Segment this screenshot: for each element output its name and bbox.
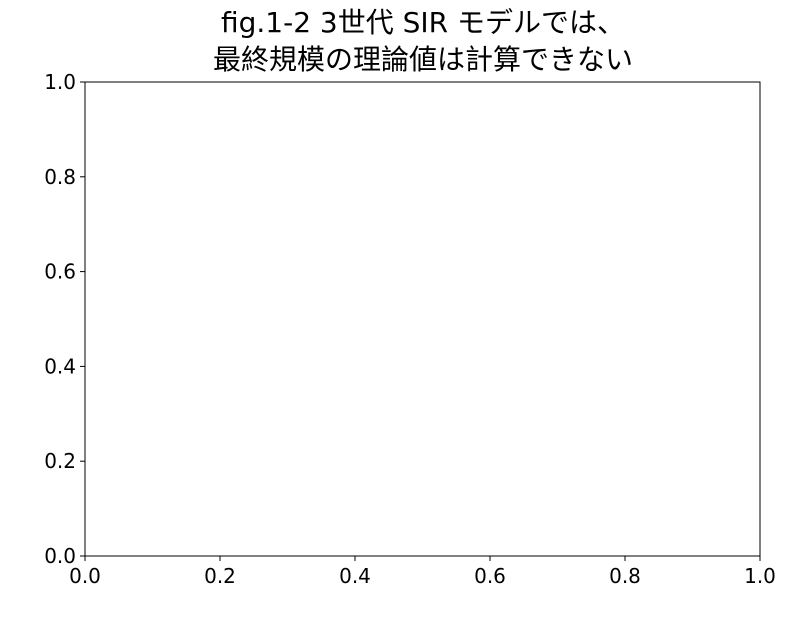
chart-title-line-1: fig.1-2 3世代 SIR モデルでは、 <box>220 6 626 39</box>
x-tick-label: 0.2 <box>204 564 236 588</box>
y-tick-label: 0.2 <box>44 449 76 473</box>
x-tick-label: 0.4 <box>339 564 371 588</box>
y-tick-label: 0.4 <box>44 354 76 378</box>
plot-frame <box>84 81 761 557</box>
y-tick-label: 0.0 <box>44 544 76 568</box>
x-tick-label: 0.0 <box>69 564 101 588</box>
x-tick-label: 0.6 <box>474 564 506 588</box>
x-tick-label: 0.8 <box>609 564 641 588</box>
plot-area <box>85 82 760 556</box>
y-tick-label: 0.6 <box>44 260 76 284</box>
y-axis-ticks: 0.0 0.2 0.4 0.6 0.8 1.0 <box>44 70 85 568</box>
y-tick-label: 0.8 <box>44 165 76 189</box>
x-axis-ticks: 0.0 0.2 0.4 0.6 0.8 1.0 <box>69 556 776 588</box>
x-tick-label: 1.0 <box>744 564 776 588</box>
chart-title-line-2: 最終規模の理論値は計算できない <box>212 43 633 76</box>
y-tick-label: 1.0 <box>44 70 76 94</box>
